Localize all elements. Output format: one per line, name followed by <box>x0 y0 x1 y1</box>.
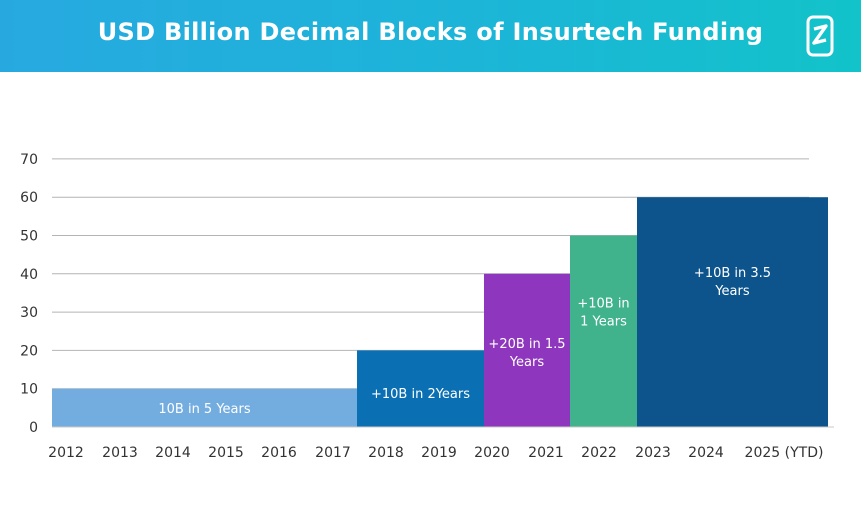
funding-chart: 0 10 20 30 40 50 60 70 2012 2013 2014 2015 2016 2017 2… <box>20 152 834 461</box>
funding-block-bar <box>52 388 357 427</box>
y-tick-label: 50 <box>20 229 38 245</box>
y-tick-label: 30 <box>20 305 38 321</box>
y-tick-label: 20 <box>20 343 38 359</box>
block-label: +10B in 3.5 <box>694 266 771 281</box>
block-label: 1 Years <box>580 315 627 330</box>
y-tick-label: 70 <box>20 152 38 168</box>
x-tick-label: 2012 <box>48 445 84 461</box>
x-tick-label: 2015 <box>208 445 244 461</box>
funding-block-bar <box>484 273 570 427</box>
block-label: 10B in 5 Years <box>158 402 251 417</box>
x-tick-label: 2023 <box>635 445 671 461</box>
y-tick-label: 10 <box>20 382 38 398</box>
y-tick-label: 40 <box>20 267 38 283</box>
funding-block-bar <box>637 197 828 427</box>
x-tick-label: 2021 <box>528 445 564 461</box>
x-tick-label: 2013 <box>102 445 138 461</box>
funding-block-bar <box>357 350 484 427</box>
block-label: Years <box>509 355 545 370</box>
y-tick-label: 0 <box>29 420 38 436</box>
block-label: +20B in 1.5 <box>488 337 565 352</box>
y-tick-label: 60 <box>20 190 38 206</box>
block-label: +10B in <box>577 297 629 312</box>
x-tick-label: 2018 <box>368 445 404 461</box>
x-tick-label: 2025 (YTD) <box>745 445 824 461</box>
header-banner: USD Billion Decimal Blocks of Insurtech … <box>0 0 861 72</box>
x-tick-label: 2014 <box>155 445 191 461</box>
x-tick-label: 2017 <box>315 445 351 461</box>
block-label: +10B in 2Years <box>371 387 470 402</box>
x-tick-label: 2020 <box>474 445 510 461</box>
block-label: Years <box>714 284 750 299</box>
x-tick-label: 2024 <box>688 445 724 461</box>
funding-block-bar <box>570 235 637 427</box>
x-tick-label: 2022 <box>581 445 617 461</box>
x-tick-label: 2016 <box>261 445 297 461</box>
x-tick-label: 2019 <box>421 445 457 461</box>
brand-logo-icon <box>806 15 834 57</box>
page-title: USD Billion Decimal Blocks of Insurtech … <box>97 18 764 46</box>
